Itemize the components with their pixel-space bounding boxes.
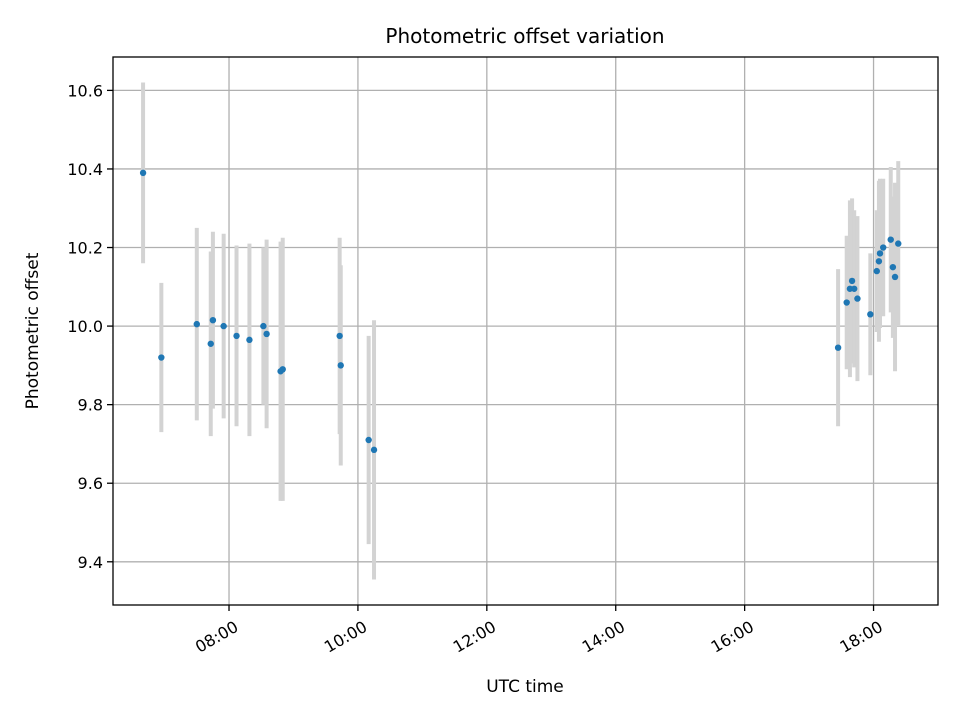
data-point	[158, 354, 165, 361]
y-tick-label: 9.8	[78, 396, 103, 415]
y-tick-label: 10.4	[67, 160, 103, 179]
data-point	[260, 322, 267, 330]
data-point	[209, 316, 217, 324]
data-point	[848, 277, 856, 285]
y-tick-label: 10.6	[67, 81, 103, 100]
data-point	[889, 263, 897, 271]
data-point	[207, 340, 214, 347]
plot-frame	[112, 56, 939, 606]
chart-title: Photometric offset variation	[385, 24, 664, 48]
y-tick-label: 9.4	[78, 553, 103, 572]
data-point	[891, 273, 899, 281]
data-point	[336, 332, 343, 340]
data-point	[279, 366, 286, 373]
point-layer	[139, 169, 902, 454]
data-point	[193, 320, 200, 328]
data-point	[873, 267, 880, 275]
data-point	[370, 446, 378, 454]
data-point	[854, 295, 861, 302]
data-point	[876, 250, 884, 257]
y-tick-label: 10.0	[67, 317, 103, 336]
x-axis-label: UTC time	[486, 677, 564, 697]
data-point	[263, 330, 270, 338]
data-point	[834, 344, 842, 351]
data-point	[843, 299, 850, 306]
data-point	[895, 240, 902, 247]
data-point	[867, 311, 874, 318]
y-tick-label: 9.6	[78, 474, 103, 493]
data-point	[880, 244, 887, 251]
data-point	[887, 236, 894, 243]
data-point	[851, 285, 858, 292]
data-point	[246, 336, 253, 344]
data-point	[365, 436, 372, 444]
data-point	[233, 332, 240, 340]
y-tick-label: 10.2	[67, 239, 103, 258]
tick-layer: 08:00 10:00 12:00 14:00 16:00 18:009.49.69.81…	[67, 81, 886, 656]
data-point	[139, 169, 147, 177]
data-point	[220, 322, 227, 330]
y-axis-label: Photometric offset	[23, 252, 43, 409]
data-point	[875, 258, 883, 265]
data-point	[337, 362, 344, 369]
